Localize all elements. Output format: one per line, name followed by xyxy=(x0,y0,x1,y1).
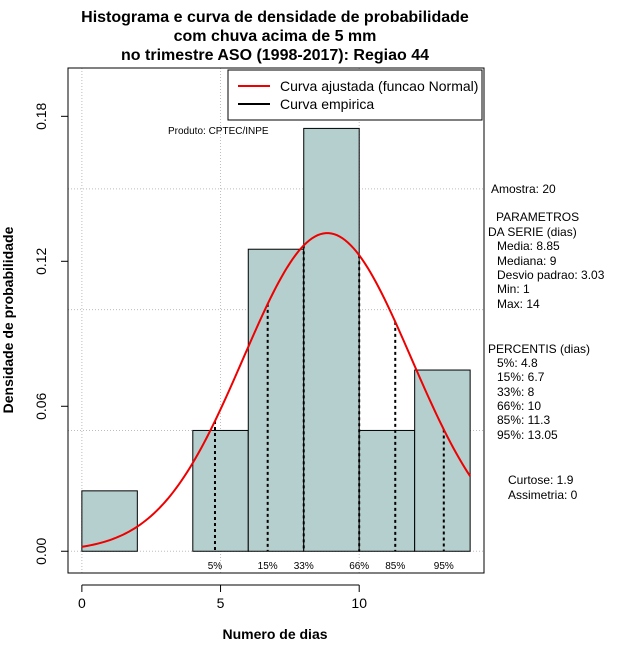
percentile-label-2: 33% xyxy=(294,561,314,572)
percentile-label-1: 15% xyxy=(258,561,278,572)
chart-title-line-2: com chuva acima de 5 mm xyxy=(174,28,377,45)
histogram-bar-3 xyxy=(247,248,305,552)
stats-panel: Amostra: 20 PARAMETROS DA SERIE (dias) M… xyxy=(488,182,605,502)
chart-title-line-1: Histograma e curva de densidade de proba… xyxy=(81,9,469,26)
y-tick-label-2: 0.12 xyxy=(33,247,49,274)
credit-text: Produto: CPTEC/INPE xyxy=(168,126,269,137)
stat-amostra: Amostra: 20 xyxy=(491,182,556,196)
stat-params-title-2: DA SERIE (dias) xyxy=(488,225,577,239)
percentile-label-3: 66% xyxy=(349,561,369,572)
legend-label-normal: Curva ajustada (funcao Normal) xyxy=(280,78,478,94)
x-tick-label-1: 5 xyxy=(217,595,225,611)
stat-curtose: Curtose: 1.9 xyxy=(508,473,574,487)
stat-p15: 15%: 6.7 xyxy=(497,370,545,384)
x-axis: 0 5 10 xyxy=(78,584,367,611)
legend-label-empirical: Curva empirica xyxy=(280,96,374,112)
stat-p33: 33%: 8 xyxy=(497,385,535,399)
x-axis-label: Numero de dias xyxy=(222,626,327,642)
y-tick-label-1: 0.06 xyxy=(33,392,49,419)
legend-box xyxy=(227,69,483,121)
stat-assimetria: Assimetria: 0 xyxy=(508,488,578,502)
stat-max: Max: 14 xyxy=(497,297,540,311)
percentile-label-4: 85% xyxy=(385,561,405,572)
stat-p5: 5%: 4.8 xyxy=(497,356,538,370)
stat-p85: 85%: 11.3 xyxy=(497,413,550,427)
histogram-bars xyxy=(81,127,471,552)
stat-min: Min: 1 xyxy=(497,282,530,296)
percentile-lines: 5% 15% 33% 66% 85% 95% xyxy=(208,245,454,572)
stat-percentis-title: PERCENTIS (dias) xyxy=(488,342,590,356)
x-tick-label-0: 0 xyxy=(78,595,86,611)
histogram-bar-2 xyxy=(192,429,249,552)
stat-mediana: Mediana: 9 xyxy=(497,254,557,268)
y-axis-label: Densidade de probabilidade xyxy=(0,226,16,413)
normal-curve-line xyxy=(81,232,471,548)
legend: Curva ajustada (funcao Normal) Curva emp… xyxy=(227,69,483,121)
percentile-label-0: 5% xyxy=(208,561,223,572)
stat-media: Media: 8.85 xyxy=(497,239,560,253)
histogram-bar-6 xyxy=(414,369,471,552)
x-tick-label-2: 10 xyxy=(351,595,367,611)
percentile-label-5: 95% xyxy=(434,561,454,572)
chart-title-line-3: no trimestre ASO (1998-2017): Regiao 44 xyxy=(121,47,429,64)
histogram-bar-4 xyxy=(303,127,360,552)
stat-params-title-1: PARAMETROS xyxy=(496,210,579,224)
y-tick-label-0: 0.00 xyxy=(33,537,49,564)
stat-p95: 95%: 13.05 xyxy=(497,428,558,442)
y-tick-label-3: 0.18 xyxy=(33,102,49,129)
stat-desvio: Desvio padrao: 3.03 xyxy=(497,268,605,282)
histogram-bar-0 xyxy=(81,490,138,552)
histogram-bar-5 xyxy=(358,429,416,552)
stat-p66: 66%: 10 xyxy=(497,399,541,413)
y-axis: 0.00 0.06 0.12 0.18 xyxy=(33,102,69,565)
